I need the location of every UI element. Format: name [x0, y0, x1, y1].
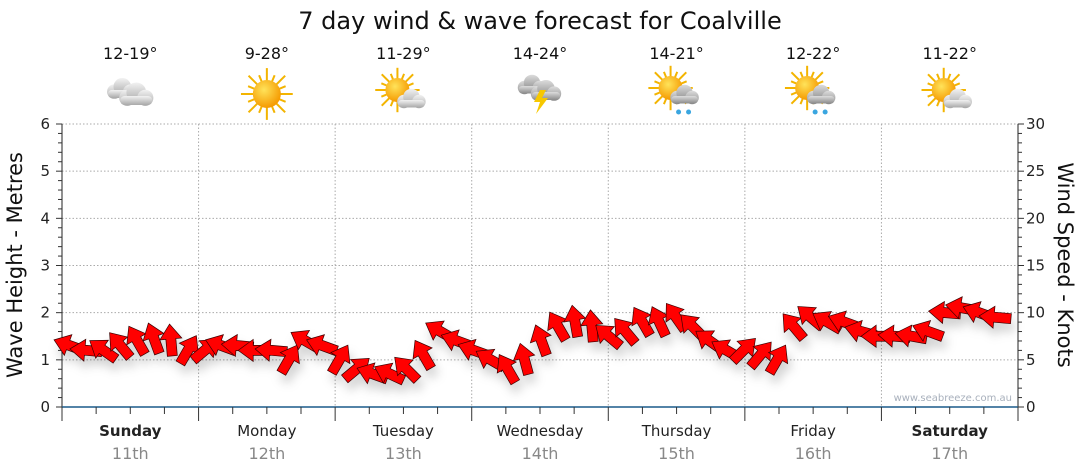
- wind-arrow: [159, 323, 183, 357]
- wind-arrow: [647, 306, 671, 339]
- cloud-base: [807, 96, 835, 104]
- rain-drop: [812, 109, 818, 115]
- left-tick-label: 3: [40, 257, 50, 275]
- wind-arrow: [109, 332, 135, 361]
- right-tick-label: 0: [1026, 398, 1036, 416]
- temp-range: 9-28°: [245, 44, 289, 63]
- cloud-base: [944, 100, 972, 108]
- rain-drop: [822, 109, 828, 115]
- rain-drop: [676, 109, 682, 115]
- left-tick-label: 4: [40, 209, 50, 227]
- lightning-bolt: [534, 90, 548, 114]
- sun-showers-icon: [648, 65, 699, 115]
- wind-arrow: [373, 362, 407, 386]
- day-label: Monday: [237, 422, 296, 440]
- sunny-icon: [240, 68, 293, 120]
- wind-arrow: [978, 305, 1012, 329]
- chart-title: 7 day wind & wave forecast for Coalville: [298, 7, 781, 35]
- left-tick-label: 5: [40, 162, 50, 180]
- day-label: Friday: [790, 422, 836, 440]
- wind-arrow: [595, 324, 624, 351]
- wind-arrow: [327, 344, 351, 376]
- day-labels: 12-19° Sunday 11th 9-28° Monday 12th 11-29° Tue…: [99, 44, 988, 463]
- cloud-base: [120, 96, 153, 105]
- cloud-base: [671, 96, 699, 104]
- axes: 0 1 2 3 4 5 6 0 5 10 15 20 25 30: [40, 115, 1045, 421]
- wind-arrow: [175, 335, 199, 367]
- temp-range: 14-24°: [513, 44, 568, 63]
- wind-arrow: [126, 325, 150, 357]
- date-label: 16th: [795, 444, 832, 463]
- wind-arrow: [782, 313, 808, 343]
- date-label: 11th: [112, 444, 149, 463]
- day-label: Wednesday: [497, 422, 584, 440]
- sun-showers-icon: [784, 65, 836, 115]
- temp-range: 11-22°: [922, 44, 977, 63]
- wind-arrow: [394, 356, 422, 384]
- left-axis-title: Wave Height - Metres: [3, 152, 27, 378]
- wind-arrow: [512, 342, 536, 377]
- wind-arrow: [614, 318, 640, 347]
- right-tick-label: 30: [1026, 115, 1045, 133]
- wind-arrow: [496, 354, 521, 386]
- temp-range: 12-19°: [103, 44, 158, 63]
- wind-arrow: [254, 338, 288, 362]
- sun-disc: [252, 80, 281, 108]
- wind-arrow: [547, 311, 571, 343]
- temp-range: 12-22°: [786, 44, 841, 63]
- rain-drop: [686, 109, 692, 115]
- day-label: Saturday: [912, 422, 989, 440]
- thunderstorm-icon: [517, 74, 562, 114]
- right-axis-title: Wind Speed - Knots: [1053, 162, 1077, 367]
- partly-cloudy-icon: [921, 67, 972, 113]
- wind-arrow: [580, 309, 604, 343]
- left-tick-label: 6: [40, 115, 50, 133]
- partly-cloudy-icon: [375, 67, 426, 113]
- grid: [62, 123, 1018, 407]
- date-label: 17th: [931, 444, 968, 463]
- wind-arrow: [631, 306, 655, 339]
- wind-arrow: [563, 304, 587, 339]
- wind-arrow: [912, 319, 945, 342]
- right-tick-label: 10: [1026, 304, 1045, 322]
- wind-arrow: [276, 344, 300, 376]
- day-label: Sunday: [99, 422, 162, 440]
- right-tick-label: 25: [1026, 162, 1045, 180]
- wind-arrow: [306, 334, 339, 357]
- cloud-base: [397, 100, 425, 108]
- right-tick-label: 5: [1026, 351, 1036, 369]
- day-label: Tuesday: [372, 422, 434, 440]
- wind-arrow: [529, 324, 552, 358]
- left-tick-label: 0: [40, 398, 50, 416]
- wind-arrow: [142, 322, 165, 356]
- date-label: 12th: [248, 444, 285, 463]
- temp-range: 14-21°: [649, 44, 704, 63]
- wind-arrow: [412, 339, 436, 372]
- watermark: www.seabreeze.com.au: [894, 393, 1012, 404]
- wind-arrow: [89, 339, 120, 364]
- cloudy-icon: [107, 78, 154, 106]
- date-label: 14th: [522, 444, 559, 463]
- date-label: 13th: [385, 444, 422, 463]
- right-tick-label: 20: [1026, 209, 1045, 227]
- left-tick-label: 2: [40, 304, 50, 322]
- day-label: Thursday: [641, 422, 712, 440]
- right-tick-label: 15: [1026, 257, 1045, 275]
- date-label: 15th: [658, 444, 695, 463]
- wind-arrows: [53, 296, 1012, 386]
- wind-arrow: [764, 344, 789, 376]
- temp-range: 11-29°: [376, 44, 431, 63]
- left-tick-label: 1: [40, 351, 50, 369]
